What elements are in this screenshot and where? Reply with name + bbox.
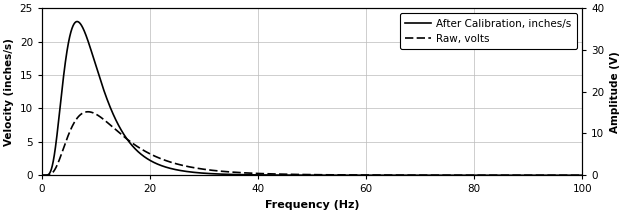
X-axis label: Frequency (Hz): Frequency (Hz) [265, 200, 359, 210]
Legend: After Calibration, inches/s, Raw, volts: After Calibration, inches/s, Raw, volts [400, 13, 577, 49]
Y-axis label: Velocity (inches/s): Velocity (inches/s) [4, 38, 14, 146]
Y-axis label: Amplitude (V): Amplitude (V) [610, 51, 620, 133]
